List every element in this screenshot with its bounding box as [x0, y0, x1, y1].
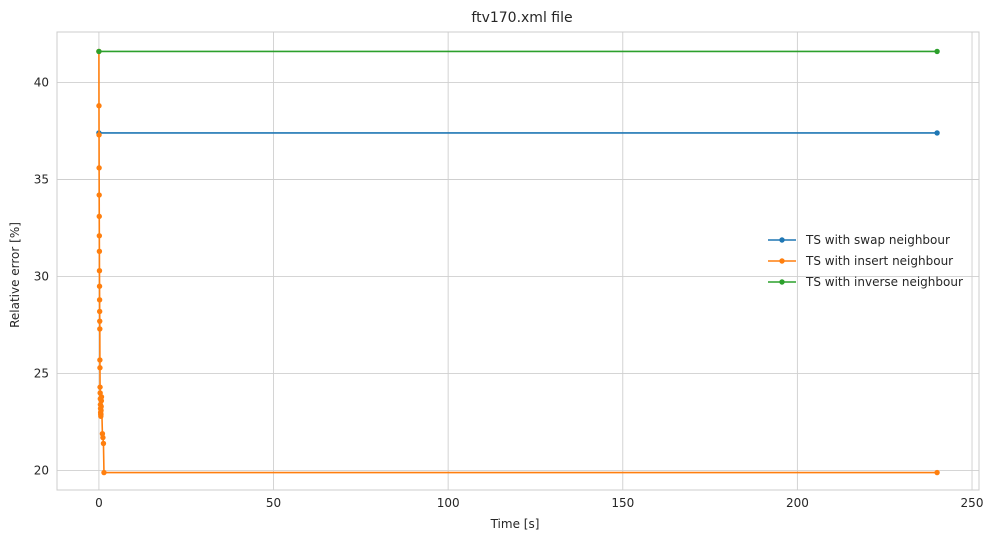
x-tick-label: 200: [786, 496, 809, 510]
x-tick-label: 150: [611, 496, 634, 510]
data-point: [98, 394, 105, 400]
series-3: [96, 48, 940, 55]
grid: [57, 32, 979, 490]
y-tick-label: 25: [34, 367, 49, 381]
y-axis-label: Relative error [%]: [8, 222, 22, 328]
y-axis-ticks: 20 25 30 35 40: [34, 75, 49, 477]
y-tick-label: 40: [34, 75, 49, 89]
data-point: [96, 308, 103, 315]
x-tick-label: 50: [266, 496, 281, 510]
data-point: [96, 48, 102, 55]
x-axis-label: Time [s]: [490, 517, 540, 531]
data-point: [934, 469, 940, 476]
data-point: [100, 440, 107, 447]
x-axis-ticks: 0 50 100 150 200 250: [95, 496, 983, 510]
data-point: [101, 469, 107, 476]
data-point: [96, 248, 103, 254]
legend-label: TS with inverse neighbour: [805, 275, 963, 289]
legend: TS with swap neighbour TS with insert nei…: [768, 233, 963, 289]
x-tick-label: 250: [961, 496, 984, 510]
data-point: [96, 132, 102, 138]
series-layer: [96, 48, 940, 476]
y-tick-label: 30: [34, 270, 49, 284]
plot-frame: [56, 31, 980, 491]
legend-swatch-marker: [779, 258, 785, 264]
data-point: [96, 165, 102, 171]
data-point: [100, 434, 106, 441]
data-point: [97, 357, 103, 363]
data-point: [96, 213, 102, 220]
y-tick-label: 35: [34, 172, 49, 186]
data-point: [98, 398, 105, 404]
data-point: [97, 318, 103, 324]
legend-label: TS with insert neighbour: [805, 254, 953, 268]
legend-item: TS with insert neighbour: [768, 254, 953, 268]
data-point: [96, 268, 103, 274]
legend-swatch-marker: [779, 237, 785, 243]
data-point: [934, 130, 940, 136]
legend-label: TS with swap neighbour: [805, 233, 950, 247]
y-tick-label: 20: [34, 464, 49, 478]
series-1: [96, 130, 940, 136]
legend-item: TS with inverse neighbour: [768, 275, 963, 289]
data-point: [96, 192, 102, 198]
data-point: [96, 233, 103, 239]
data-point: [96, 297, 103, 303]
legend-swatch-marker: [779, 279, 785, 285]
series-2: [96, 48, 940, 476]
data-point: [97, 384, 103, 390]
data-point: [934, 48, 940, 55]
x-tick-label: 0: [95, 496, 103, 510]
data-point: [97, 326, 103, 332]
data-point: [98, 411, 104, 418]
chart-title: ftv170.xml file: [471, 10, 572, 26]
data-point: [96, 283, 103, 289]
data-point: [96, 103, 102, 109]
x-tick-label: 100: [437, 496, 460, 510]
data-point: [97, 365, 103, 371]
data-point: [98, 407, 104, 414]
legend-item: TS with swap neighbour: [768, 233, 950, 247]
data-point: [98, 403, 104, 410]
